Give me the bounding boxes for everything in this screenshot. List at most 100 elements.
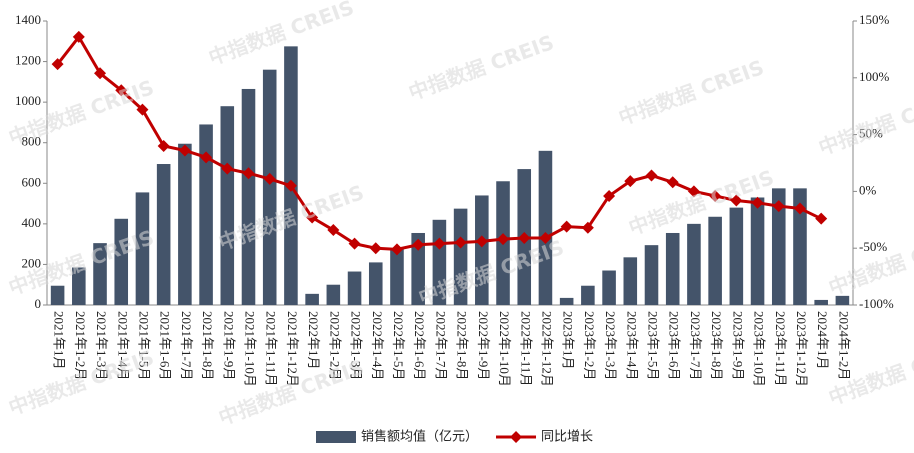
line-marker	[51, 58, 64, 71]
x-tick-label: 2021年1-9月	[221, 311, 236, 380]
x-tick-label: 2021年1-11月	[264, 311, 279, 386]
line-marker	[327, 224, 340, 237]
y-tick-label: 1000	[15, 93, 41, 108]
bar	[114, 218, 129, 305]
x-tick-label: 2023年1-9月	[730, 311, 745, 380]
bar	[284, 46, 298, 305]
line-marker	[157, 139, 170, 152]
x-tick-label: 2022年1-8月	[455, 311, 470, 380]
line-marker	[624, 175, 637, 188]
x-tick-label: 2023年1-7月	[688, 311, 703, 380]
y-tick-label: 800	[22, 134, 42, 149]
bar	[347, 271, 362, 305]
line-marker	[94, 67, 107, 80]
line-marker	[284, 179, 297, 192]
line-marker	[772, 200, 785, 213]
x-tick-label: 2023年1-2月	[582, 311, 597, 380]
y2-tick-label: 50%	[859, 126, 883, 141]
line-marker	[306, 211, 319, 224]
line-marker	[454, 236, 467, 249]
line-marker	[687, 185, 700, 198]
bar	[814, 299, 828, 305]
x-tick-label: 2021年1-2月	[73, 311, 88, 380]
y-tick-label: 200	[22, 255, 42, 270]
watermark: 中指数据 CREIS	[825, 225, 914, 300]
x-tick-label: 2022年1-6月	[412, 311, 427, 380]
x-tick-label: 2021年1-10月	[243, 311, 258, 387]
line-marker	[72, 30, 85, 43]
line-marker	[369, 242, 382, 255]
line-marker	[815, 212, 828, 225]
bar	[368, 262, 383, 305]
legend-marker	[510, 431, 523, 443]
x-tick-label: 2022年1-10月	[497, 311, 512, 387]
x-tick-label: 2022年1-4月	[370, 311, 385, 380]
line	[56, 34, 822, 251]
x-tick-label: 2023年1-8月	[709, 311, 724, 380]
line-marker	[666, 176, 679, 189]
y2-tick-label: 0%	[859, 182, 877, 197]
bar	[729, 207, 744, 305]
line-marker	[221, 162, 234, 175]
x-tick-label: 2023年1-3月	[603, 311, 618, 380]
bar	[665, 232, 680, 305]
bar	[559, 297, 574, 305]
watermark: 中指数据 CREIS	[205, 0, 357, 70]
line-marker	[348, 237, 361, 250]
x-tick-label: 2021年1-6月	[158, 311, 173, 380]
legend-swatch	[316, 431, 356, 443]
line-marker	[412, 238, 425, 251]
bar	[390, 248, 404, 305]
y2-tick-label: -100%	[859, 296, 894, 311]
line-marker	[751, 196, 764, 209]
line-marker	[115, 84, 128, 97]
x-tick-label: 2022年1-3月	[349, 311, 364, 380]
y-tick-label: 1400	[15, 12, 41, 27]
x-tick-label: 2023年1-10月	[752, 311, 767, 387]
bar	[835, 295, 850, 305]
x-tick-label: 2023年1-5月	[646, 311, 661, 380]
bar	[305, 293, 319, 305]
x-tick-label: 2023年1-4月	[624, 311, 639, 380]
y-tick-label: 600	[22, 174, 42, 189]
bar	[156, 164, 171, 305]
line-marker	[136, 103, 149, 116]
bar	[241, 88, 256, 305]
bar	[93, 243, 107, 305]
bar	[220, 106, 235, 305]
watermark: 中指数据 CREIS	[5, 75, 157, 150]
bar	[602, 270, 616, 305]
bar	[687, 223, 701, 305]
legend-label: 销售额均值（亿元）	[361, 429, 478, 445]
line-marker	[200, 151, 213, 164]
x-tick-label: 2022年1-9月	[476, 311, 491, 380]
legend-item: 销售额均值（亿元）	[316, 429, 478, 445]
x-tick-label: 2022年1-11月	[518, 311, 533, 386]
line-marker	[390, 243, 403, 256]
line-marker	[645, 169, 658, 182]
x-tick-label: 2022年1-5月	[391, 311, 406, 380]
line-marker	[793, 202, 806, 215]
line-marker	[730, 194, 743, 207]
line-marker	[560, 220, 573, 233]
bar	[538, 150, 553, 305]
x-tick-label: 2024年1-2月	[836, 311, 851, 380]
line-marker	[242, 167, 255, 180]
bar	[793, 188, 807, 305]
line-marker	[539, 231, 552, 244]
line-marker	[263, 172, 276, 185]
legend-label: 同比增长	[541, 430, 593, 445]
y-tick-label: 1200	[15, 53, 41, 68]
bar	[72, 267, 86, 305]
bar	[135, 192, 150, 305]
x-tick-label: 2021年1-5月	[136, 311, 151, 380]
line-marker	[178, 144, 191, 157]
line-marker	[497, 233, 510, 246]
legend-item: 同比增长	[496, 430, 593, 445]
y2-tick-label: 150%	[859, 12, 890, 27]
bar	[50, 285, 65, 305]
y2-tick-label: -50%	[859, 239, 887, 254]
x-tick-label: 2023年1-12月	[794, 311, 809, 387]
line-marker	[581, 221, 594, 234]
